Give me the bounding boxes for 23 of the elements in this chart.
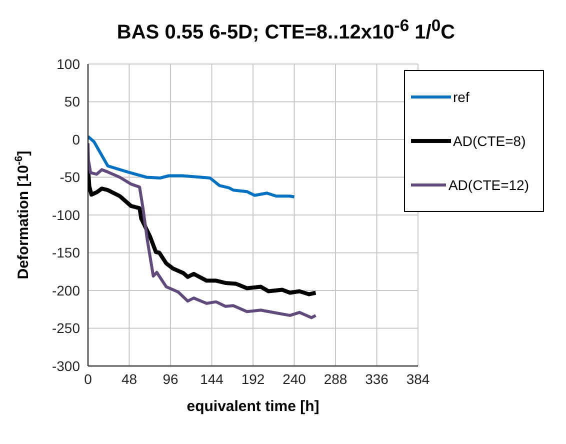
y-tick-label: -250 xyxy=(52,320,80,336)
legend-label: ref xyxy=(453,89,470,105)
x-tick-label: 384 xyxy=(406,370,430,387)
x-axis-title: equivalent time [h] xyxy=(186,398,320,415)
y-tick-label: -150 xyxy=(52,244,80,261)
x-tick-label: 0 xyxy=(84,370,92,387)
y-tick-label: 50 xyxy=(64,94,80,110)
y-tick-label: -300 xyxy=(52,358,80,374)
y-tick-label: -50 xyxy=(60,169,80,186)
x-tick-label: 96 xyxy=(162,370,178,387)
y-tick-label: -200 xyxy=(52,282,80,298)
x-tick-label: 48 xyxy=(121,370,138,387)
chart-title: BAS 0.55 6-5D; CTE=8..12x10$^{-6}$ 1/$^{0}$C xyxy=(116,16,456,46)
legend-label: AD(CTE=12) xyxy=(448,177,529,193)
x-tick-label: 144 xyxy=(200,370,224,387)
x-tick-label: 288 xyxy=(324,370,348,387)
x-tick-label: 336 xyxy=(365,370,389,387)
x-tick-label: 192 xyxy=(241,370,265,387)
y-tick-label: 0 xyxy=(72,131,80,148)
legend-label: AD(CTE=8) xyxy=(453,133,526,149)
y-tick-label: 100 xyxy=(56,56,80,72)
y-tick-label: -100 xyxy=(52,206,80,223)
x-tick-label: 240 xyxy=(282,370,306,387)
